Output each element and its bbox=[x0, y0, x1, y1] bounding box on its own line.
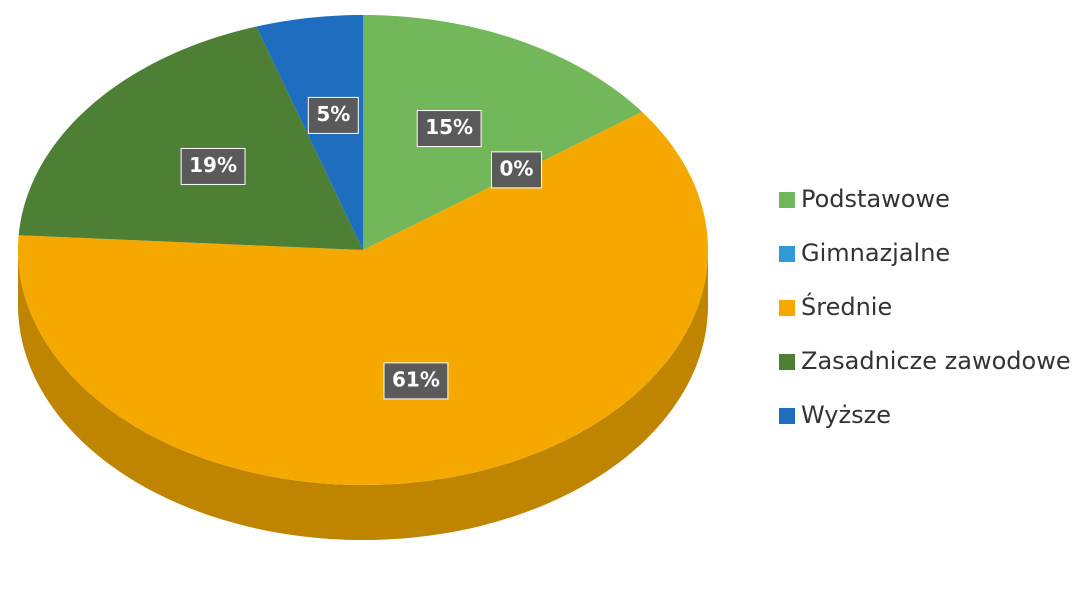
data-label: 15% bbox=[416, 110, 482, 148]
pie-slice bbox=[18, 26, 363, 250]
data-label-box bbox=[416, 110, 482, 148]
legend-label: Podstawowe bbox=[801, 185, 950, 213]
legend-swatch bbox=[779, 300, 795, 316]
data-label-text: 19% bbox=[189, 153, 237, 177]
data-label: 61% bbox=[383, 362, 449, 400]
data-label-box bbox=[180, 147, 246, 185]
data-label-text: 5% bbox=[316, 102, 350, 126]
data-label-box bbox=[307, 96, 359, 134]
legend-label: Średnie bbox=[801, 291, 892, 321]
pie-slice bbox=[363, 15, 643, 250]
data-label: 0% bbox=[491, 151, 542, 189]
data-label-text: 15% bbox=[425, 115, 473, 139]
legend-label: Zasadnicze zawodowe bbox=[801, 347, 1071, 375]
data-label: 19% bbox=[180, 147, 246, 185]
legend-label: Wyższe bbox=[801, 401, 891, 429]
pie-slice bbox=[18, 111, 708, 485]
data-label: 5% bbox=[307, 96, 359, 134]
pie-side bbox=[18, 250, 708, 540]
data-label-box bbox=[491, 151, 542, 189]
legend-swatch bbox=[779, 246, 795, 262]
legend-label: Gimnazjalne bbox=[801, 239, 950, 267]
data-label-text: 61% bbox=[392, 367, 440, 391]
legend-swatch bbox=[779, 408, 795, 424]
legend-swatch bbox=[779, 192, 795, 208]
legend-swatch bbox=[779, 354, 795, 370]
data-label-text: 0% bbox=[500, 156, 534, 180]
data-label-box bbox=[383, 362, 449, 400]
